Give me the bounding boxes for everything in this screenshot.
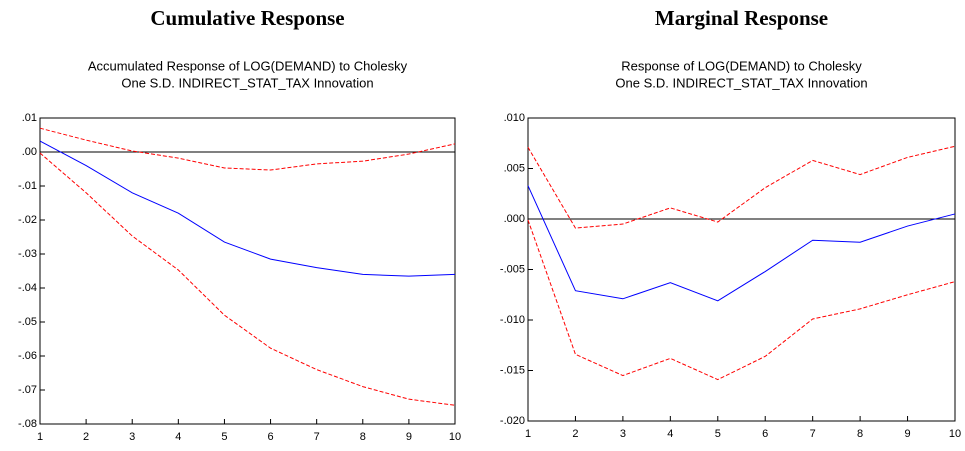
y-tick-label: -.07: [18, 384, 37, 396]
subtitle: Response of LOG(DEMAND) to Cholesky: [621, 58, 862, 73]
x-tick-label: 6: [762, 428, 768, 440]
y-tick-label: -.02: [18, 214, 37, 226]
y-tick-label: -.06: [18, 350, 37, 362]
y-tick-label: .005: [504, 162, 525, 174]
y-tick-label: -.010: [500, 314, 525, 326]
chart-title: Cumulative Response: [150, 6, 344, 30]
subtitle: One S.D. INDIRECT_STAT_TAX Innovation: [121, 75, 373, 90]
y-tick-label: -.020: [500, 415, 525, 427]
chart-title: Marginal Response: [655, 6, 828, 30]
subtitle: One S.D. INDIRECT_STAT_TAX Innovation: [615, 75, 867, 90]
y-tick-label: -.03: [18, 248, 37, 260]
series-line: [527, 185, 956, 302]
y-tick-label: .000: [504, 213, 525, 225]
x-tick-label: 7: [314, 431, 320, 443]
plot-frame: [39, 117, 456, 425]
x-tick-label: 8: [857, 428, 863, 440]
x-tick-label: 1: [525, 428, 531, 440]
y-tick-label: -.08: [18, 418, 37, 430]
y-tick-label: -.015: [500, 364, 525, 376]
series-line: [527, 145, 956, 229]
x-tick-label: 5: [221, 431, 227, 443]
x-tick-label: 4: [667, 428, 673, 440]
x-tick-label: 5: [715, 428, 721, 440]
x-tick-label: 2: [572, 428, 578, 440]
y-tick-label: .01: [22, 112, 37, 124]
y-tick-label: .00: [22, 146, 37, 158]
x-tick-label: 6: [267, 431, 273, 443]
series-line: [527, 219, 956, 381]
x-tick-label: 3: [129, 431, 135, 443]
x-tick-label: 10: [449, 431, 461, 443]
y-tick-label: -.04: [18, 282, 37, 294]
x-tick-label: 9: [904, 428, 910, 440]
x-tick-label: 9: [406, 431, 412, 443]
series-line: [39, 152, 456, 406]
plot-frame: [527, 117, 956, 422]
series-line: [39, 140, 456, 277]
x-tick-label: 7: [810, 428, 816, 440]
x-tick-label: 1: [37, 431, 43, 443]
y-tick-label: -.005: [500, 263, 525, 275]
y-tick-label: -.05: [18, 316, 37, 328]
subtitle: Accumulated Response of LOG(DEMAND) to C…: [88, 58, 408, 73]
x-tick-label: 8: [360, 431, 366, 443]
series-line: [39, 127, 456, 171]
x-tick-label: 3: [620, 428, 626, 440]
x-tick-label: 10: [949, 428, 961, 440]
y-tick-label: .010: [504, 112, 525, 124]
x-tick-label: 4: [175, 431, 181, 443]
y-tick-label: -.01: [18, 180, 37, 192]
x-tick-label: 2: [83, 431, 89, 443]
